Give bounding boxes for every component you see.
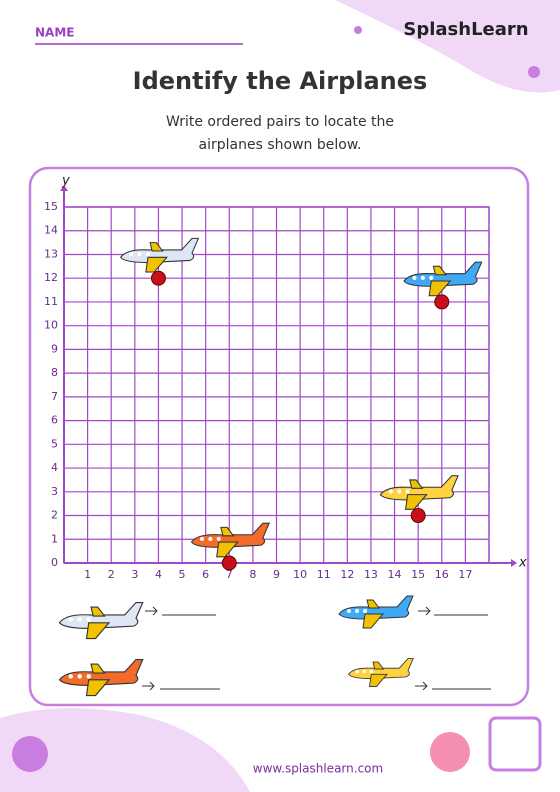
y-tick-label: 10: [44, 319, 58, 332]
point: [221, 555, 237, 571]
corner-blob: [0, 708, 250, 792]
point: [150, 270, 166, 286]
x-tick-label: 17: [458, 568, 472, 581]
x-tick-label: 1: [84, 568, 91, 581]
x-tick-label: 12: [340, 568, 354, 581]
x-tick-label: 8: [249, 568, 256, 581]
y-tick-label: 5: [51, 437, 58, 450]
y-tick-label: 0: [51, 556, 58, 569]
footer-url: www.splashlearn.com: [253, 762, 383, 776]
y-axis-label: y: [61, 174, 70, 189]
x-arrow: [511, 559, 517, 567]
dot: [528, 66, 540, 78]
x-tick-label: 10: [293, 568, 307, 581]
qr-code: [488, 716, 542, 772]
grid-chart: 1 2 3 4 5 6 7 8 9 10 11 12 13 14 15 16 17012345678910111…: [44, 174, 527, 582]
x-tick-label: 11: [317, 568, 331, 581]
y-tick-label: 11: [44, 295, 58, 308]
y-tick-label: 2: [51, 509, 58, 522]
y-tick-label: 4: [51, 461, 58, 474]
x-tick-label: 16: [435, 568, 449, 581]
x-axis-label: x: [518, 556, 527, 571]
x-tick-label: 6: [202, 568, 209, 581]
x-tick-label: 2: [108, 568, 115, 581]
point: [434, 294, 450, 310]
title: Identify the Airplanes: [133, 67, 428, 95]
y-arrow: [60, 185, 68, 191]
x-tick-label: 7: [226, 568, 233, 581]
name-label: NAME: [35, 26, 74, 40]
x-tick-label: 9: [273, 568, 280, 581]
y-tick-label: 7: [51, 390, 58, 403]
brand: SplashLearn: [403, 19, 528, 40]
dot: [354, 26, 362, 34]
x-tick-label: 3: [131, 568, 138, 581]
y-tick-label: 15: [44, 200, 58, 213]
x-tick-label: 13: [364, 568, 378, 581]
x-tick-label: 14: [388, 568, 402, 581]
y-tick-label: 14: [44, 224, 58, 237]
x-tick-label: 5: [179, 568, 186, 581]
x-tick-label: 4: [155, 568, 162, 581]
y-tick-label: 1: [51, 532, 58, 545]
y-tick-label: 8: [51, 366, 58, 379]
mascot: [430, 732, 470, 772]
y-tick-label: 3: [51, 485, 58, 498]
smiley: [12, 736, 48, 772]
instruction-line: Write ordered pairs to locate the: [166, 114, 394, 130]
frame: [28, 166, 530, 707]
y-tick-label: 12: [44, 271, 58, 284]
point: [410, 508, 426, 524]
y-tick-label: 6: [51, 414, 58, 427]
answer-rows: [58, 595, 491, 697]
airplane-icon: [403, 261, 483, 297]
airplane-icon: [379, 475, 459, 510]
instruction-line: airplanes shown below.: [199, 137, 362, 153]
corner-blob: [335, 0, 560, 93]
y-tick-label: 13: [44, 247, 58, 260]
x-tick-label: 15: [411, 568, 425, 581]
airplane-icon: [190, 522, 270, 558]
y-tick-label: 9: [51, 342, 58, 355]
airplane-icon: [120, 237, 199, 273]
